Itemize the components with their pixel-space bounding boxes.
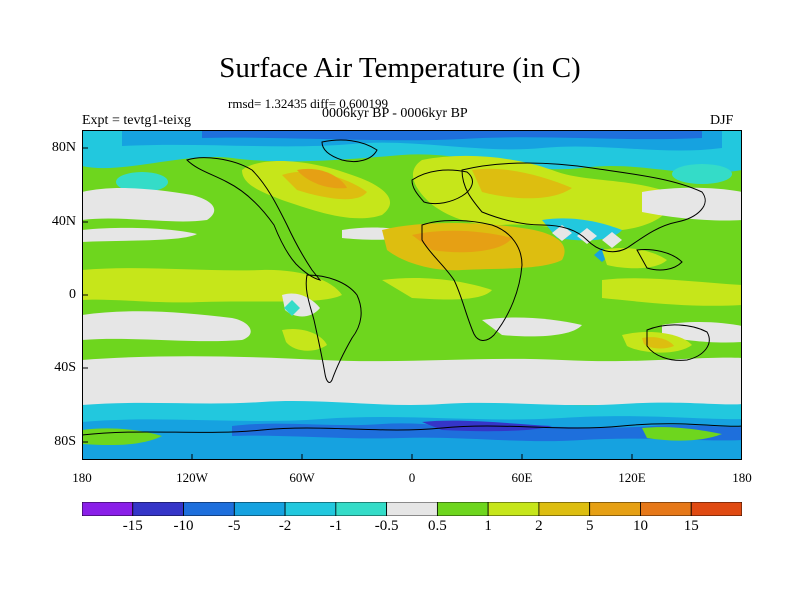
x-tick-120w: 120W xyxy=(176,470,208,485)
x-tick-0: 0 xyxy=(408,470,416,485)
asia-pattern-region xyxy=(542,218,667,269)
antarctic-region xyxy=(82,401,742,460)
colorbar-swatch xyxy=(386,502,438,516)
plot-title: Surface Air Temperature (in C) xyxy=(219,52,581,84)
colorbar-label: 1 xyxy=(484,518,492,534)
colorbar-label: -5 xyxy=(228,518,241,534)
colorbar-label: -1 xyxy=(329,518,343,534)
colorbar-label: 15 xyxy=(683,518,699,534)
x-tick-120e: 120E xyxy=(618,470,646,485)
coastlines xyxy=(82,139,742,436)
y-tick-80s: 80S xyxy=(54,434,76,449)
colorbar-swatch xyxy=(335,502,388,516)
colorbar-label: 5 xyxy=(585,518,594,534)
colorbar-label: -2 xyxy=(278,518,292,534)
y-tick-40s: 40S xyxy=(54,360,76,375)
axis-ticks xyxy=(82,147,633,460)
season-label: DJF xyxy=(710,113,734,128)
colorbar-swatch xyxy=(487,502,540,516)
colorbar xyxy=(82,502,742,516)
colorbar-swatch xyxy=(436,502,489,516)
x-tick-60e: 60E xyxy=(511,470,533,485)
x-tick-180-right: 180 xyxy=(732,470,752,485)
y-tick-0: 0 xyxy=(69,287,76,302)
colorbar-label: 10 xyxy=(632,518,648,534)
rmsd-diff-stats: rmsd= 1.32435 diff= 0.600199 xyxy=(228,96,388,111)
colorbar-swatch xyxy=(589,502,641,516)
tropical-band xyxy=(82,268,742,317)
colorbar-swatch xyxy=(132,502,184,516)
x-tick-180-left: 180 xyxy=(72,470,92,485)
colorbar-label: 0.5 xyxy=(428,518,447,534)
arctic-cool-region xyxy=(82,130,742,192)
colorbar-swatch xyxy=(233,502,286,516)
colorbar-swatch xyxy=(284,502,337,516)
colorbar-label: -15 xyxy=(122,518,143,534)
southern-warm-region xyxy=(282,328,692,353)
y-tick-80n: 80N xyxy=(51,140,76,155)
temperature-map xyxy=(82,130,742,460)
colorbar-label: 2 xyxy=(535,518,543,534)
colorbar-label: -0.5 xyxy=(374,518,399,534)
mid-latitude-neutral xyxy=(82,187,742,242)
colorbar-swatch xyxy=(690,502,742,516)
experiment-label: Expt = tevtg1-teixg xyxy=(82,113,191,128)
x-tick-60w: 60W xyxy=(289,470,315,485)
colorbar-swatch xyxy=(640,502,692,516)
southern-neutral-region xyxy=(82,311,742,405)
y-tick-40n: 40N xyxy=(51,214,76,229)
colorbar-swatch xyxy=(183,502,235,516)
period-label: 0006kyr BP - 0006kyr BP xyxy=(322,106,468,121)
northern-warm-region xyxy=(242,155,670,232)
colorbar-swatch xyxy=(538,502,591,516)
north-africa-warm-region xyxy=(382,223,565,271)
colorbar-label: -10 xyxy=(173,518,194,534)
colorbar-swatch xyxy=(82,502,134,516)
